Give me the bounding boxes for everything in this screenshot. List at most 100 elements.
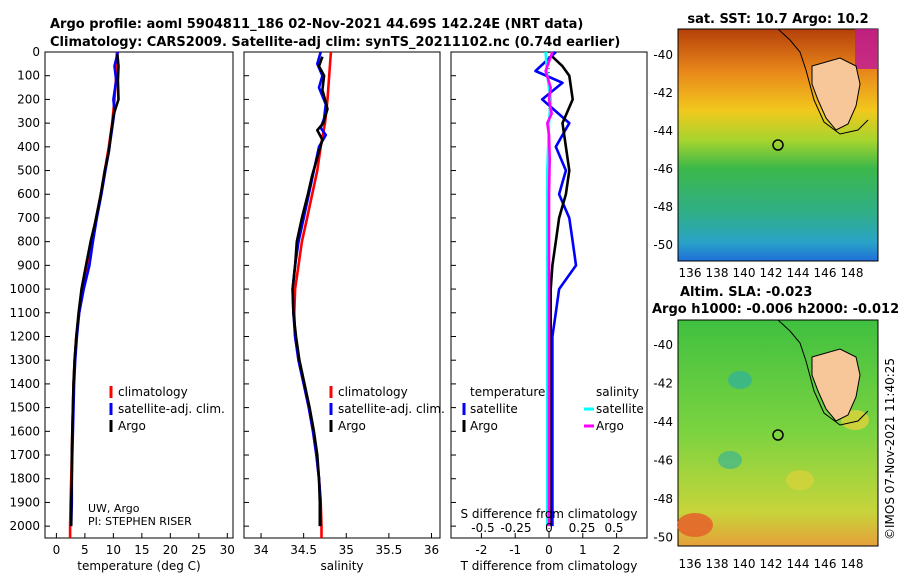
depth-tick-label: 1100 [9,306,40,320]
x-tick-label: 1 [579,543,587,557]
credit-line1: UW, Argo [88,502,140,515]
sst-lat-tick: -46 [653,162,673,176]
figure-title-line2: Climatology: CARS2009. Satellite-adj cli… [50,35,620,50]
sst-lon-tick: 144 [787,266,810,280]
s-diff-tick-label: 0 [545,521,553,535]
tasmania-land [811,348,861,422]
series-line [549,55,575,527]
x-tick-label: 30 [220,543,235,557]
sla-lat-tick: -40 [653,338,673,352]
legend-argo-label: Argo [338,419,366,433]
depth-tick-label: 100 [17,69,40,83]
sst-lon-tick: 148 [841,266,864,280]
sst-map [677,28,879,262]
legend-sal-satellite-label: satellite [596,402,644,416]
x-tick-label: -1 [509,543,521,557]
sla-contour [777,319,869,426]
series-line [291,51,328,527]
x-tick-label: 35 [339,543,354,557]
sst-lon-tick: 146 [814,266,837,280]
sla-lat-tick: -46 [653,454,673,468]
sst-lat-tick: -50 [653,238,673,252]
argo-location-marker [772,429,784,441]
sla-lon-tick: 140 [733,557,756,571]
legend-temperature-heading: temperature [470,385,545,399]
legend-difference-panel: temperature satellite Argo salinity sate… [462,385,644,433]
legend-salinity-heading: salinity [596,385,639,399]
legend-temp-argo-label: Argo [470,419,498,433]
s-diff-tick-label: -0.25 [500,521,531,535]
depth-tick-label: 1400 [9,377,40,391]
depth-tick-label: 1600 [9,424,40,438]
sla-lon-tick: 136 [679,557,702,571]
x-tick-label: 25 [191,543,206,557]
s-diff-tick-label: -0.5 [471,521,494,535]
sst-hotspot [855,29,878,69]
depth-axis: 0 100 200 300 400 500 600 700 800 900 1000 1100 1200… [9,45,456,533]
argo-location-marker [772,139,784,151]
legend-satellite-label: satellite-adj. clim. [118,402,225,416]
sst-map-title: sat. SST: 10.7 Argo: 10.2 [687,12,868,27]
depth-tick-label: 1700 [9,448,40,462]
depth-tick-label: 300 [17,116,40,130]
sst-lon-tick: 140 [733,266,756,280]
depth-tick-label: 1800 [9,472,40,486]
x-tick-label: 35.5 [376,543,403,557]
x-tick-label: -2 [475,543,487,557]
depth-tick-label: 1300 [9,353,40,367]
s-difference-axis-label: S difference from climatology [461,507,638,521]
sla-map-title-line2: Argo h1000: -0.006 h2000: -0.012 [652,302,899,317]
sla-lon-tick: 138 [706,557,729,571]
series-line [292,51,333,538]
copyright-text: ©IMOS 07-Nov-2021 11:40:25 [883,358,897,540]
sla-lon-tick: 146 [814,557,837,571]
series-line [534,51,578,527]
depth-tick-label: 800 [17,235,40,249]
sst-lon-tick: 142 [760,266,783,280]
depth-tick-label: 500 [17,164,40,178]
legend-salinity-panel: climatology satellite-adj. clim. Argo [329,385,445,433]
legend-temperature-panel: climatology satellite-adj. clim. Argo [109,385,225,433]
legend-argo-label: Argo [118,419,146,433]
sla-lon-tick: 144 [787,557,810,571]
depth-tick-label: 600 [17,187,40,201]
x-tick-label: 20 [163,543,178,557]
depth-tick-label: 0 [32,45,40,59]
legend-satellite-label: satellite-adj. clim. [338,402,445,416]
sla-lat-tick: -42 [653,377,673,391]
series-line [291,56,329,527]
sla-lat-tick: -48 [653,492,673,506]
legend-temp-satellite-label: satellite [470,402,518,416]
series-line [68,51,119,538]
sla-anomaly [786,470,814,490]
depth-tick-label: 1000 [9,282,40,296]
sla-lon-tick: 148 [841,557,864,571]
sst-lat-tick: -44 [653,124,673,138]
depth-tick-label: 200 [17,92,40,106]
sla-map-title-line1: Altim. SLA: -0.023 [680,285,812,300]
temperature-plot: 0 5 10 15 20 25 30 [53,51,235,557]
sst-lat-tick: -40 [653,48,673,62]
x-tick-label: 36 [424,543,439,557]
salinity-panel-frame [243,51,441,539]
legend-climatology-label: climatology [338,385,408,399]
sla-map [677,319,879,547]
x-tick-label: 5 [81,543,89,557]
series-line [544,51,554,527]
sla-anomaly [728,371,752,389]
difference-xlabel: T difference from climatology [460,559,638,573]
depth-tick-label: 1200 [9,329,40,343]
sla-lon-tick: 142 [760,557,783,571]
sla-lat-tick: -44 [653,415,673,429]
x-tick-label: 2 [613,543,621,557]
s-diff-tick-label: 0.25 [569,521,596,535]
salinity-plot: 34 34.5 35 35.5 36 [253,51,439,557]
depth-tick-label: 1900 [9,495,40,509]
depth-tick-label: 900 [17,258,40,272]
sla-lat-tick: -50 [653,531,673,545]
x-tick-label: 15 [134,543,149,557]
sst-contour [777,28,869,135]
temperature-panel-frame [44,51,234,539]
credit-line2: PI: STEPHEN RISER [88,515,192,528]
